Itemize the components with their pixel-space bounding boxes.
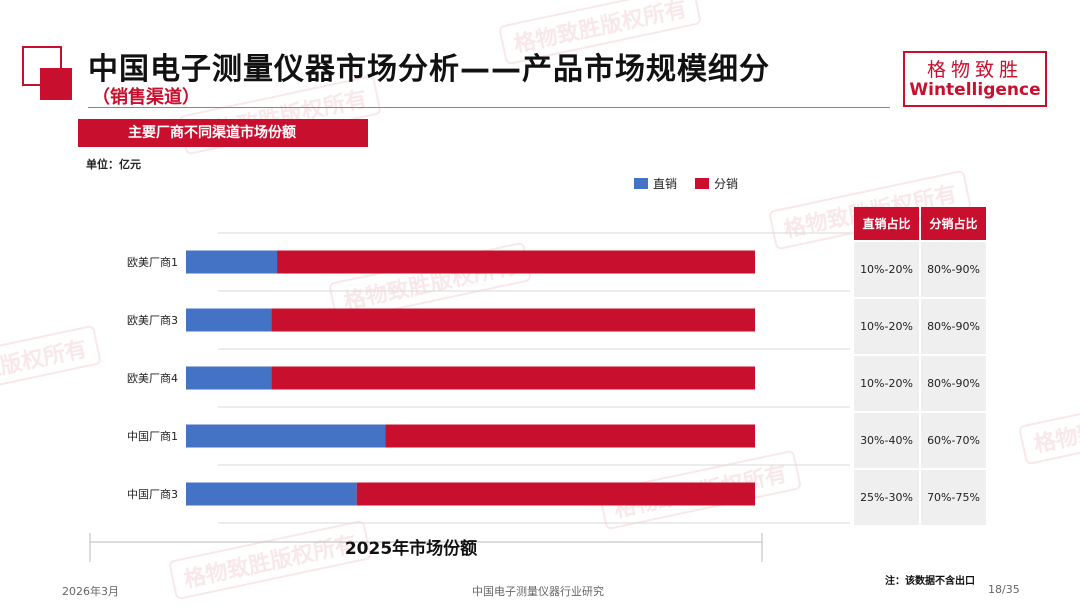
category-label: 中国厂商3 [127, 487, 178, 501]
table-cell-direct: 30%-40% [854, 413, 919, 468]
share-table-header-row: 直销占比 分销占比 [854, 207, 986, 240]
share-table: 直销占比 分销占比 10%-20% 80%-90% 10%-20% 80%-90… [852, 205, 988, 527]
footer-report-name: 中国电子测量仪器行业研究 [472, 585, 604, 598]
bar-direct [186, 250, 278, 274]
bar-direct [186, 366, 272, 390]
unit-label: 单位：亿元 [86, 158, 141, 171]
table-cell-distribution: 80%-90% [921, 299, 986, 354]
bar-direct [186, 424, 386, 448]
category-label: 欧美厂商1 [127, 255, 178, 269]
title-decoration-fill [40, 68, 72, 100]
bar-distribution [385, 424, 755, 448]
legend-item-distribution: 分销 [695, 175, 738, 192]
legend-item-direct: 直销 [634, 175, 677, 192]
table-row: 10%-20% 80%-90% [854, 299, 986, 354]
title-divider [88, 107, 890, 108]
page-number: 18/35 [988, 583, 1020, 596]
table-cell-direct: 10%-20% [854, 242, 919, 297]
table-row: 30%-40% 60%-70% [854, 413, 986, 468]
bar-direct [186, 308, 272, 332]
category-label: 欧美厂商4 [127, 371, 178, 385]
share-table-header-direct: 直销占比 [854, 207, 919, 240]
bar-distribution [356, 482, 755, 506]
category-label: 欧美厂商3 [127, 313, 178, 327]
table-cell-direct: 10%-20% [854, 299, 919, 354]
logo-english-text: Wintelligence [909, 80, 1041, 100]
table-cell-direct: 25%-30% [854, 470, 919, 525]
bar-distribution [271, 366, 755, 390]
footer-note: 注：该数据不含出口 [885, 576, 975, 587]
legend-label-distribution: 分销 [714, 177, 739, 191]
share-table-header-distribution: 分销占比 [921, 207, 986, 240]
legend-swatch-direct [634, 178, 648, 189]
section-title-bar: 主要厂商不同渠道市场份额 [78, 119, 368, 147]
table-row: 25%-30% 70%-75% [854, 470, 986, 525]
page-subtitle: （销售渠道） [92, 87, 200, 108]
page-title: 中国电子测量仪器市场分析——产品市场规模细分 [88, 52, 770, 87]
footer-date: 2026年3月 [62, 585, 119, 598]
chart-legend: 直销 分销 [634, 175, 750, 192]
x-axis-label: 2025年市场份额 [345, 538, 477, 559]
table-cell-direct: 10%-20% [854, 356, 919, 411]
logo-chinese-text: 格物致胜 [926, 59, 1023, 81]
legend-swatch-distribution [695, 178, 710, 189]
category-label: 中国厂商1 [127, 429, 178, 443]
bar-distribution [277, 250, 755, 274]
table-row: 10%-20% 80%-90% [854, 242, 986, 297]
table-row: 10%-20% 80%-90% [854, 356, 986, 411]
table-cell-distribution: 60%-70% [921, 413, 986, 468]
brand-logo: 格物致胜 Wintelligence [903, 51, 1047, 107]
legend-label-direct: 直销 [653, 177, 678, 191]
table-cell-distribution: 80%-90% [921, 356, 986, 411]
table-cell-distribution: 70%-75% [921, 470, 986, 525]
table-cell-distribution: 80%-90% [921, 242, 986, 297]
bar-direct [186, 482, 357, 506]
bar-distribution [271, 308, 755, 332]
